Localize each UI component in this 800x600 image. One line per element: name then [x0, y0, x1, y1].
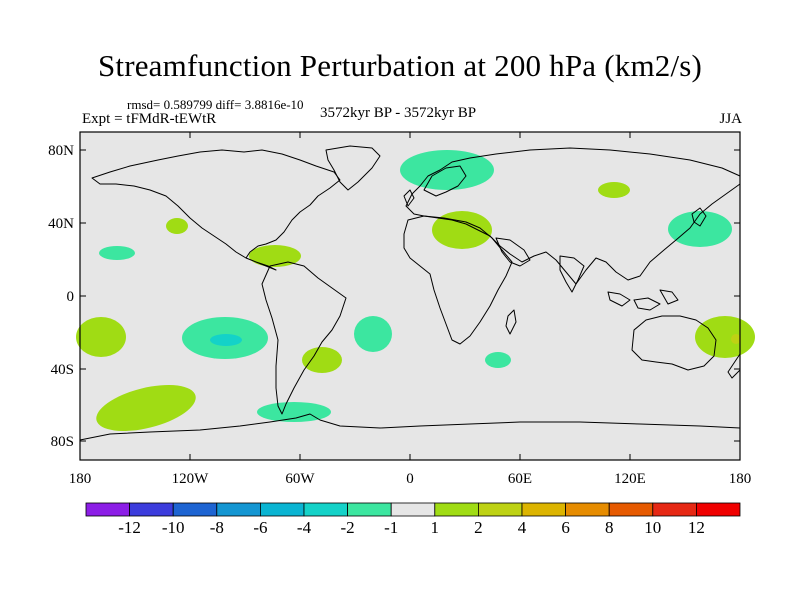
coast-south-america — [261, 261, 347, 415]
coast-uk — [403, 189, 415, 207]
colorbar-label: 1 — [431, 518, 440, 537]
lon-label-120e: 120E — [614, 471, 646, 487]
anomaly-south-pacific-core — [210, 334, 242, 346]
lon-label-180w: 180 — [69, 471, 92, 487]
season-label: JJA — [719, 111, 742, 127]
coast-antarctica — [79, 413, 741, 441]
colorbar-label: 8 — [605, 518, 614, 537]
lon-label-60e: 60E — [508, 471, 532, 487]
anomaly-central-asia — [598, 182, 630, 198]
coast-greenland — [325, 145, 381, 191]
colorbar-swatch — [216, 502, 261, 517]
anomaly-south-american-coast — [302, 347, 342, 373]
colorbar-label: 4 — [518, 518, 527, 537]
coast-indonesia — [607, 289, 679, 311]
colorbar-swatch — [608, 502, 654, 517]
colorbar-label: -6 — [253, 518, 267, 537]
coast-australia — [631, 315, 717, 371]
anomaly-indian-ocean-south — [485, 352, 511, 368]
lon-label-60w: 60W — [285, 471, 315, 487]
colorbar-label: -1 — [384, 518, 398, 537]
coast-scandinavia — [423, 165, 467, 197]
anomaly-mediterranean — [432, 211, 492, 249]
anomaly-north-atlantic-west — [166, 218, 188, 234]
colorbar-swatch — [129, 502, 174, 517]
coast-africa — [403, 215, 513, 345]
colorbar-swatch — [172, 502, 218, 517]
anomaly-drake-passage — [257, 402, 331, 422]
anomaly-caribbean — [249, 245, 301, 267]
coast-japan — [691, 207, 707, 227]
colorbar-label: 2 — [474, 518, 483, 537]
colorbar-swatch — [390, 502, 436, 517]
colorbar-swatch — [347, 502, 392, 517]
colorbar-swatch — [477, 502, 523, 517]
colorbar-swatch — [303, 502, 348, 517]
anomaly-dateline-core — [731, 334, 741, 344]
lon-ticks — [189, 132, 631, 460]
colorbar-swatch — [259, 502, 305, 517]
anomaly-dateline-south-west — [76, 317, 126, 357]
colorbar-label: -4 — [297, 518, 312, 537]
colorbar-swatch — [85, 502, 130, 517]
anomaly-southern-pacific — [96, 385, 196, 431]
colorbar-label: -12 — [118, 518, 141, 537]
lat-label-80s: 80S — [51, 434, 74, 450]
lon-label-180e: 180 — [729, 471, 752, 487]
anomaly-layer — [76, 150, 755, 431]
lat-ticks — [80, 149, 740, 442]
anomaly-dateline-south-east — [695, 316, 755, 358]
lon-label-0: 0 — [406, 471, 414, 487]
anomaly-east-pacific-tropical — [99, 246, 135, 260]
coast-arabia — [495, 237, 531, 267]
colorbar-swatch — [565, 502, 610, 517]
anomaly-north-atlantic-scandinavia — [400, 150, 494, 190]
lat-label-0: 0 — [67, 289, 75, 305]
colorbar-swatch — [521, 502, 566, 517]
colorbar-label: 6 — [561, 518, 570, 537]
colorbar-label: -8 — [210, 518, 224, 537]
plot-title: Streamfunction Perturbation at 200 hPa (… — [97, 48, 703, 83]
colorbar: -12 -10 -8 -6 -4 -2 -1 1 2 4 6 8 10 12 — [85, 502, 741, 537]
lon-label-120w: 120W — [172, 471, 210, 487]
colorbar-swatch — [696, 502, 741, 517]
period-label: 3572kyr BP - 3572kyr BP — [320, 105, 477, 121]
coastlines — [79, 145, 741, 441]
colorbar-label: -10 — [162, 518, 185, 537]
colorbar-label: 10 — [644, 518, 661, 537]
lat-label-80n: 80N — [48, 143, 74, 159]
anomaly-western-north-pacific — [668, 211, 732, 247]
lat-label-40n: 40N — [48, 216, 74, 232]
coast-new-zealand — [727, 353, 741, 379]
lat-label-40s: 40S — [51, 362, 74, 378]
anomaly-south-atlantic — [354, 316, 392, 352]
colorbar-label: -2 — [341, 518, 355, 537]
experiment-label: Expt = tFMdR-tEWtR — [82, 111, 217, 127]
rmsd-diff-stats: rmsd= 0.589799 diff= 3.8816e-10 — [127, 97, 304, 112]
coast-north-america — [91, 149, 341, 271]
colorbar-swatch — [652, 502, 697, 517]
coast-india — [559, 255, 585, 293]
colorbar-label: 12 — [688, 518, 705, 537]
coast-madagascar — [505, 309, 517, 335]
colorbar-swatch — [434, 502, 479, 517]
